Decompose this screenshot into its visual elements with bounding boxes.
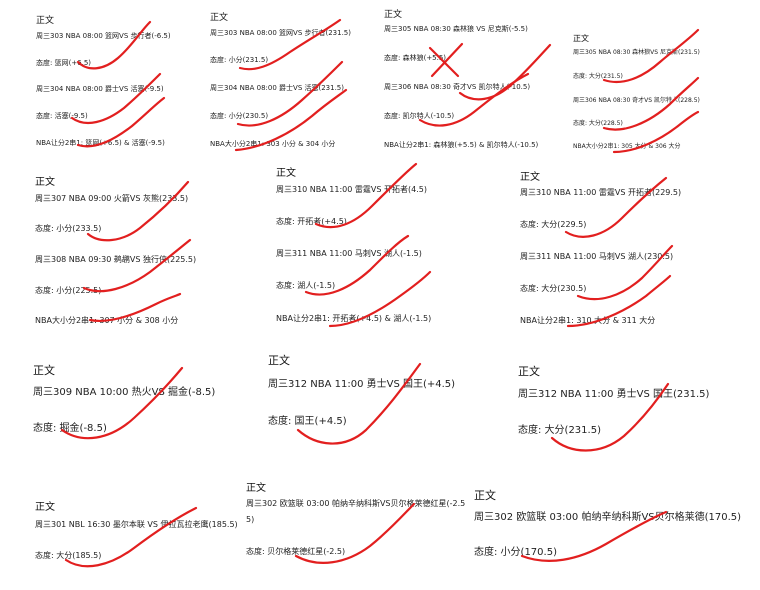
parlay-line: NBA大小分2串1: 307 小分 & 308 小分 [35,316,179,325]
card-title: 正文 [276,168,296,179]
card-bet-307-308-total: 正文 周三307 NBA 09:00 火箭VS 灰熊(233.5) 态度: 小分… [35,173,235,333]
card-bet-302-total: 正文 周三302 欧篮联 03:00 帕纳辛纳科斯VS贝尔格莱德(170.5) … [474,487,741,562]
match-line: 周三304 NBA 08:00 爵士VS 活塞(-9.5) [36,85,164,93]
match-line: 周三309 NBA 10:00 热火VS 掘金(-8.5) [33,387,216,398]
card-bet-310-311-handicap: 正文 周三310 NBA 11:00 雷霆VS 开拓者(4.5) 态度: 开拓者… [276,164,476,324]
card-bet-312-total: 正文 周三312 NBA 11:00 勇士VS 国王(231.5) 态度: 大分… [518,363,718,443]
match-line: 周三312 NBA 11:00 勇士VS 国王(+4.5) [268,379,456,390]
card-title: 正文 [246,483,266,494]
card-bet-305-306-total: 正文 周三305 NBA 08:30 森林狼VS 尼克斯(231.5) 态度: … [573,33,723,153]
card-bet-301-total: 正文 周三301 NBL 16:30 墨尔本联 VS 伊拉瓦拉老鹰(185.5)… [35,498,250,568]
match-line: 周三303 NBA 08:00 篮网VS 步行者(231.5) [210,29,351,37]
card-title: 正文 [384,10,403,20]
card-bet-312-handicap: 正文 周三312 NBA 11:00 勇士VS 国王(+4.5) 态度: 国王(… [268,352,478,432]
parlay-line: NBA大小分2串1: 303 小分 & 304 小分 [210,140,336,148]
card-bet-302-handicap: 正文 周三302 欧篮联 03:00 帕纳辛纳科斯VS贝尔格莱德红星(-2.5 … [246,479,466,564]
match-line: 周三311 NBA 11:00 马刺VS 湖人(-1.5) [276,249,422,258]
pick-line: 态度: 大分(228.5) [573,120,623,127]
card-title: 正文 [573,34,589,43]
match-line: 周三305 NBA 08:30 森林狼 VS 尼克斯(-5.5) [384,25,528,33]
parlay-line: NBA大小分2串1: 305 大分 & 306 大分 [573,143,681,150]
card-title: 正文 [35,177,55,188]
pick-line: 态度: 小分(231.5) [210,56,269,64]
match-line-wrap: 5) [246,515,255,524]
card-title: 正文 [36,16,55,26]
pick-line: 态度: 开拓者(+4.5) [276,217,347,226]
match-line: 周三311 NBA 11:00 马刺VS 湖人(230.5) [520,252,674,261]
pick-line: 态度: 掘金(-8.5) [33,423,107,434]
pick-line: 态度: 大分(231.5) [518,425,601,436]
match-line: 周三308 NBA 09:30 鹈鹕VS 独行侠(225.5) [35,255,197,264]
match-line: 周三307 NBA 09:00 火箭VS 灰熊(233.5) [35,194,189,203]
card-title: 正文 [35,502,55,513]
pick-line: 态度: 大分(231.5) [573,73,623,80]
parlay-line: NBA让分2串1: 310 大分 & 311 大分 [520,316,656,325]
match-line: 周三305 NBA 08:30 森林狼VS 尼克斯(231.5) [573,49,700,56]
match-line: 周三312 NBA 11:00 勇士VS 国王(231.5) [518,389,710,400]
match-line: 周三306 NBA 08:30 奇才VS 凯尔特人(228.5) [573,97,700,104]
pick-line: 态度: 大分(229.5) [520,220,587,229]
pick-line: 态度: 森林狼(+5.5) [384,54,447,62]
pick-line: 态度: 贝尔格莱德红星(-2.5) [246,547,346,556]
card-title: 正文 [520,172,540,183]
card-title: 正文 [518,365,540,378]
card-title: 正文 [33,364,55,377]
card-title: 正文 [268,354,290,367]
match-line: 周三302 欧篮联 03:00 帕纳辛纳科斯VS贝尔格莱德红星(-2.5 [246,499,466,508]
pick-line: 态度: 湖人(-1.5) [276,281,336,290]
pick-line: 态度: 篮网(+6.5) [36,59,92,67]
card-bet-303-304-handicap: 正文 周三303 NBA 08:00 篮网VS 步行者(-6.5) 态度: 篮网… [36,13,206,153]
match-line: 周三304 NBA 08:00 爵士VS 活塞(231.5) [210,84,344,92]
card-bet-310-311-total: 正文 周三310 NBA 11:00 雷霆VS 开拓者(229.5) 态度: 大… [520,168,720,328]
pick-line: 态度: 大分(185.5) [35,551,102,560]
pick-line: 态度: 凯尔特人(-10.5) [384,112,455,120]
match-line: 周三303 NBA 08:00 篮网VS 步行者(-6.5) [36,32,171,40]
pick-line: 态度: 大分(230.5) [520,284,587,293]
match-line: 周三310 NBA 11:00 雷霆VS 开拓者(4.5) [276,185,427,194]
card-title: 正文 [474,489,496,502]
pick-line: 态度: 小分(170.5) [474,547,557,558]
card-bet-303-304-total: 正文 周三303 NBA 08:00 篮网VS 步行者(231.5) 态度: 小… [210,10,380,150]
parlay-line: NBA让分2串1: 篮网(+6.5) & 活塞(-9.5) [36,139,165,147]
pick-line: 态度: 小分(225.5) [35,286,102,295]
match-line: 周三301 NBL 16:30 墨尔本联 VS 伊拉瓦拉老鹰(185.5) [35,520,238,529]
match-line: 周三302 欧篮联 03:00 帕纳辛纳科斯VS贝尔格莱德(170.5) [474,512,742,523]
card-title: 正文 [210,13,229,23]
pick-line: 态度: 活塞(-9.5) [36,112,88,120]
parlay-line: NBA让分2串1: 森林狼(+5.5) & 凯尔特人(-10.5) [384,141,539,149]
pick-line: 态度: 小分(230.5) [210,112,269,120]
card-bet-309-handicap: 正文 周三309 NBA 10:00 热火VS 掘金(-8.5) 态度: 掘金(… [33,362,243,442]
match-line: 周三306 NBA 08:30 奇才VS 凯尔特人(-10.5) [384,83,531,91]
card-bet-305-306-handicap: 正文 周三305 NBA 08:30 森林狼 VS 尼克斯(-5.5) 态度: … [384,7,569,150]
parlay-line: NBA让分2串1: 开拓者(+4.5) & 湖人(-1.5) [276,314,432,323]
pick-line: 态度: 小分(233.5) [35,224,102,233]
pick-line: 态度: 国王(+4.5) [268,416,347,427]
match-line: 周三310 NBA 11:00 雷霆VS 开拓者(229.5) [520,188,682,197]
